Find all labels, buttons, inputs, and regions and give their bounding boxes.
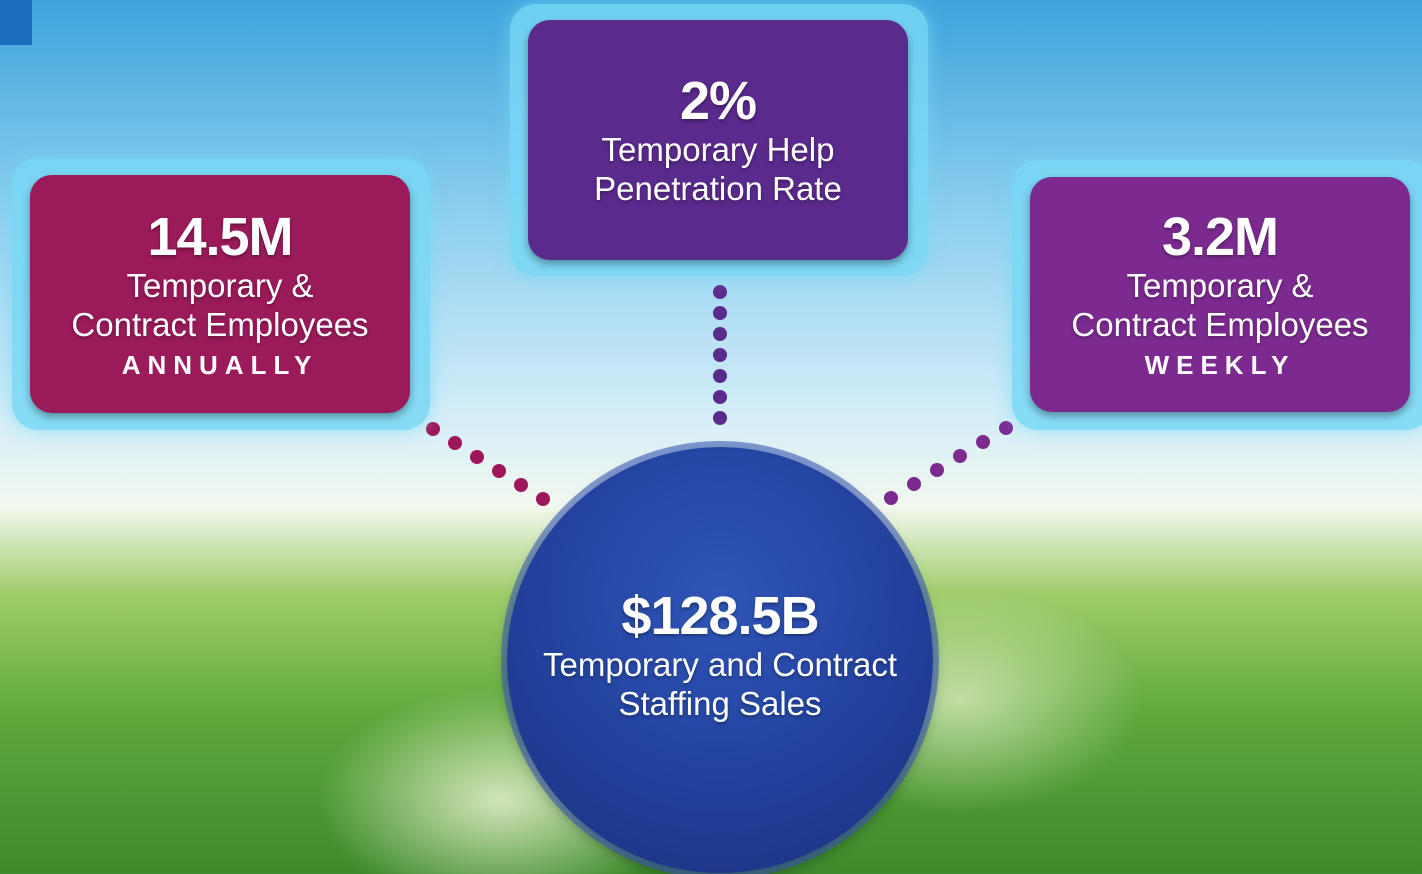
stat-box: 2% Temporary Help Penetration Rate [528, 20, 908, 260]
left-dots [426, 422, 550, 506]
center-label: Temporary and Contract [543, 646, 897, 683]
corner-block [0, 0, 32, 45]
stat-period: WEEKLY [1144, 350, 1296, 380]
center-circle: $128.5B Temporary and Contract Staffing … [507, 447, 933, 873]
stat-label: Penetration Rate [594, 170, 842, 207]
stat-label: Contract Employees [1071, 306, 1369, 343]
center-value: $128.5B [621, 586, 819, 646]
stat-label: Temporary Help [601, 131, 835, 168]
stat-label: Temporary & [126, 266, 314, 304]
stat-label: Temporary & [1126, 267, 1314, 304]
stat-value: 14.5M [147, 206, 293, 267]
stat-label: Contract Employees [71, 305, 369, 343]
center-label: Staffing Sales [618, 685, 822, 722]
right-dots [884, 421, 1013, 505]
stat-box: 3.2M Temporary & Contract Employees WEEK… [1030, 177, 1410, 412]
stat-value: 3.2M [1161, 207, 1279, 267]
stat-value: 2% [679, 71, 757, 131]
middle-dots [713, 285, 727, 425]
stat-box: 14.5M Temporary & Contract Employees ANN… [30, 175, 410, 413]
stat-period: ANNUALLY [121, 349, 319, 380]
